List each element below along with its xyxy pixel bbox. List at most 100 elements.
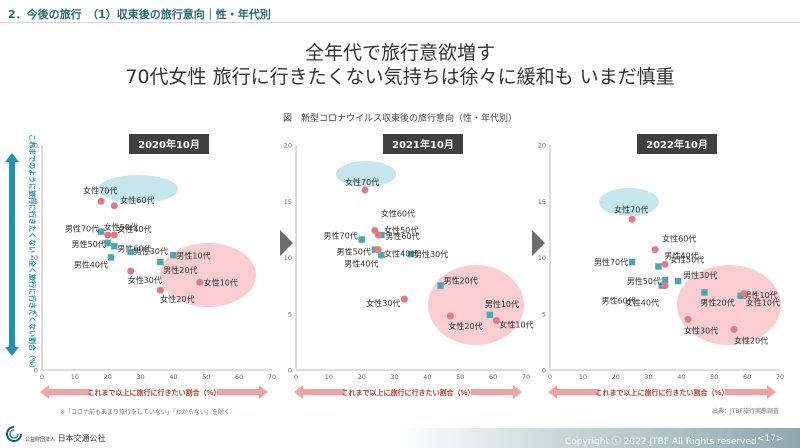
next-year-arrow-icon [532, 230, 545, 256]
panel-title-box [129, 134, 209, 154]
point-label: 女性20代 [448, 321, 482, 331]
x-axis-label: これまで以上に旅行に行きたい割合（%） [595, 388, 728, 397]
point-label: 男性30代 [414, 249, 448, 259]
point-label: 女性50代 [104, 222, 138, 232]
footnote: ※「コロナ前もあまり旅行をしていない」「わからない」を除く [60, 409, 230, 416]
point-label: 男性20代 [163, 265, 197, 275]
y-tick-label: 5 [288, 310, 292, 318]
x-tick-label: 40 [169, 373, 177, 381]
highlight-ellipse-pink [677, 265, 781, 345]
data-point-male [358, 236, 365, 243]
x-tick-label: 50 [202, 373, 210, 381]
x-tick-label: 0 [40, 373, 44, 381]
data-point-male [655, 263, 662, 270]
org-name: 公益財団法人 日本交通公社 [25, 433, 106, 444]
point-label: 女性70代 [345, 177, 379, 187]
next-year-arrow-icon [280, 230, 293, 256]
data-point-male [486, 311, 494, 319]
y-axis-label: これまでのように旅行に行きたくない・全く旅行に行きたくない割合（%） [28, 134, 37, 372]
x-axis-label: これまで以上に旅行に行きたい割合（%） [87, 388, 220, 397]
highlight-ellipse-pink [428, 265, 524, 345]
x-tick-label: 70 [268, 373, 276, 381]
data-point-male [378, 252, 385, 259]
point-label: 男性40代 [74, 260, 108, 270]
point-label: 男性40代 [344, 258, 378, 268]
point-label: 女性40代 [625, 298, 659, 308]
point-label: 女性60代 [662, 234, 696, 244]
footer-band [0, 428, 800, 448]
section-header: 2．今後の旅行 （1）収束後の旅行意向｜性・年代別 [8, 8, 271, 21]
point-label: 男性20代 [444, 276, 478, 286]
data-point-female [97, 197, 105, 205]
y-tick-label: 10 [30, 254, 38, 262]
x-tick-label: 50 [456, 373, 464, 381]
org-logo-icon [6, 426, 22, 442]
figure-caption: 図 新型コロナウイルス収束後の旅行意向（性・年代別） [282, 114, 517, 124]
x-tick-label: 60 [235, 373, 243, 381]
data-point-male [674, 277, 682, 285]
data-point-female [361, 186, 369, 194]
data-point-female [104, 231, 112, 239]
x-tick-label: 30 [136, 373, 144, 381]
point-label: 女性30代 [366, 298, 400, 308]
charts-area: 0 10 20 30 40 50 60 70 0 5 10 15 20 2020年10月男性70代男性50… [5, 134, 784, 399]
point-label: 男性30代 [134, 246, 168, 256]
data-point-male [127, 248, 134, 256]
y-tick-label: 20 [30, 142, 38, 150]
data-point-female [110, 202, 118, 210]
data-point-female [661, 282, 669, 290]
point-label: 女性60代 [381, 209, 415, 219]
point-label: 女性40代 [384, 249, 418, 259]
point-label: 男性50代 [337, 247, 371, 257]
x-tick-label: 50 [710, 373, 718, 381]
point-label: 男性10代 [176, 250, 210, 260]
point-label: 男性30代 [683, 270, 717, 280]
data-point-male [661, 276, 669, 284]
y-tick-label: 20 [284, 142, 292, 150]
x-tick-label: 0 [294, 373, 298, 381]
point-label: 女性30代 [684, 325, 718, 335]
point-label: 男性70代 [324, 231, 358, 241]
source-note: 出典：JTBF旅行実態調査 [712, 408, 780, 415]
point-label: 女性20代 [160, 294, 194, 304]
y-tick-label: 20 [538, 142, 546, 150]
point-label: 女性50代 [384, 225, 418, 235]
x-label-bg [599, 385, 725, 399]
x-tick-label: 20 [104, 373, 112, 381]
data-point-female [374, 231, 382, 239]
x-tick-label: 10 [71, 373, 79, 381]
data-point-male [157, 258, 164, 266]
point-label: 女性50代 [670, 254, 704, 264]
data-point-female [492, 317, 500, 324]
data-point-male [437, 282, 444, 289]
data-point-male [107, 254, 115, 261]
data-point-female [628, 215, 636, 223]
data-point-male [737, 292, 744, 299]
page-number: <17> [757, 434, 784, 444]
point-label: 女性70代 [83, 185, 117, 195]
point-label: 男性50代 [72, 239, 106, 249]
x-tick-label: 60 [743, 373, 751, 381]
point-label: 女性20代 [734, 336, 768, 346]
y-tick-label: 15 [284, 198, 292, 206]
panel-title: 2020年10月 [138, 138, 200, 151]
point-label: 女性40代 [117, 224, 151, 234]
data-point-female [400, 295, 408, 303]
panel-title: 2022年10月 [646, 138, 708, 151]
data-point-male [111, 243, 118, 250]
data-point-female [374, 246, 382, 254]
data-point-female [661, 260, 669, 268]
x-label-bg [91, 385, 217, 399]
data-point-female [196, 278, 204, 286]
point-label: 女性30代 [128, 275, 162, 285]
x-tick-label: 20 [358, 373, 366, 381]
y-tick-label: 0 [288, 367, 292, 375]
headline-line-1: 全年代で旅行意欲増す [304, 42, 495, 64]
org-label: 日本交通公社 [57, 434, 106, 443]
x-tick-label: 70 [776, 373, 784, 381]
x-tick-label: 40 [677, 373, 685, 381]
point-label: 女性10代 [204, 277, 238, 287]
data-point-male [97, 228, 105, 235]
point-label: 男性10代 [485, 299, 519, 309]
y-tick-label: 0 [542, 367, 546, 375]
